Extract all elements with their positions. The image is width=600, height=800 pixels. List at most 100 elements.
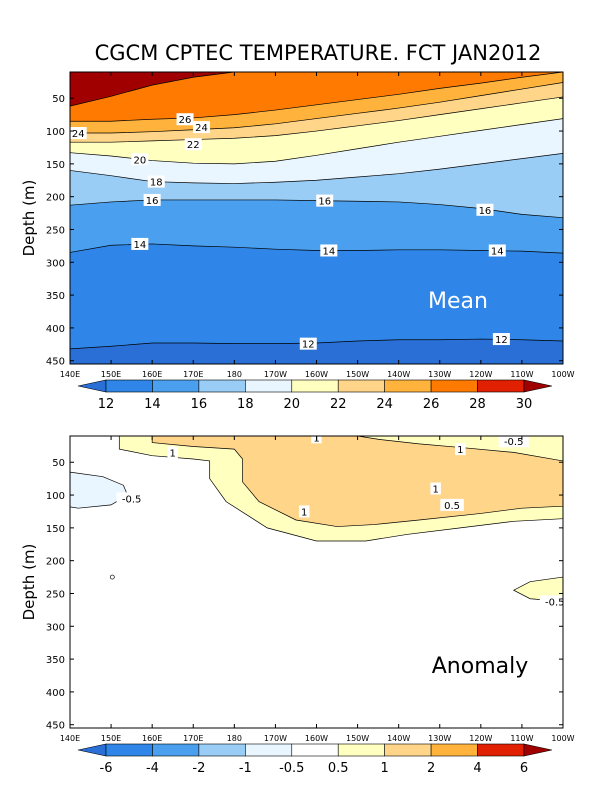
contour-label-bg: [131, 153, 149, 166]
anomaly-panel: 1 -0.5 1 1 -0.5 1 0.5 1 -0.5 140E 150E 160E 170E 180 1…: [20, 433, 575, 776]
colorbar-tick-label: 26: [423, 397, 440, 412]
contour-label: 26: [179, 115, 192, 126]
colorbar-box: [337, 743, 385, 757]
y-tick-label: 50: [52, 94, 65, 105]
x-tick-label: 170E: [183, 370, 203, 379]
colorbar-tick-label: 6: [520, 761, 528, 776]
x-tick-label: 110W: [510, 734, 533, 743]
contour-label: 1: [457, 445, 463, 456]
contour-label-bg: [316, 194, 334, 207]
contour-label-bg: [70, 127, 87, 140]
colorbar-tick-label: -2: [192, 761, 205, 776]
contour-line-24: [70, 82, 563, 134]
contour-label-bg: [492, 333, 510, 346]
y-tick-label: 150: [46, 524, 65, 535]
x-tick-label: 150W: [346, 734, 369, 743]
y-tick-label: 250: [46, 225, 65, 236]
contour-label: 1: [313, 433, 319, 444]
x-tick-label: 120W: [469, 370, 492, 379]
colorbar-box: [105, 743, 153, 757]
band-26: [70, 72, 563, 122]
contour-label: 24: [72, 129, 85, 140]
colorbar-tick-label: 30: [516, 397, 533, 412]
colorbar-tick-label: 4: [473, 761, 481, 776]
x-tick-label: 140W: [387, 370, 410, 379]
contour-label-bg: [455, 443, 466, 456]
contour-label-bg: [299, 337, 317, 350]
colorbar-box: [477, 743, 525, 757]
y-tick-label: 400: [46, 688, 65, 699]
contour-label-bg: [498, 436, 529, 448]
x-tick-label: 150E: [101, 370, 121, 379]
x-tick-label: 160E: [142, 734, 162, 743]
colorbar-tick-label: 1: [381, 761, 389, 776]
panel-label: Mean: [428, 289, 488, 314]
x-tick-label: 180: [227, 734, 242, 743]
colorbar: 12 14 16 18 20 22 24 26 28 30: [77, 379, 553, 412]
contour-label-bg: [143, 193, 161, 206]
contour-label: -0.5: [504, 437, 524, 448]
y-tick-label: 300: [46, 258, 65, 269]
contour-line-14: [70, 243, 563, 254]
contour-label: 16: [479, 206, 492, 217]
contour-label-bg: [131, 237, 149, 250]
contour-label-bg: [440, 498, 464, 511]
colorbar-box: [198, 379, 246, 393]
band-28: [70, 72, 563, 107]
contour-label-bg: [539, 595, 563, 608]
y-tick-label: 400: [46, 324, 65, 335]
contour-label: 16: [318, 197, 331, 208]
plot-area: 1 -0.5 1 1 -0.5 1 0.5 1 -0.5: [70, 433, 565, 728]
x-tick-label: 120W: [469, 734, 492, 743]
colorbar-high-triangle: [523, 743, 553, 757]
panel-label: Anomaly: [432, 654, 529, 679]
y-tick-label: 350: [46, 291, 65, 302]
x-tick-label: 110W: [510, 370, 533, 379]
contour-label-bg: [176, 113, 194, 126]
y-tick-label: 350: [46, 655, 65, 666]
contour-label: 18: [150, 178, 163, 189]
x-tick-label: 140E: [60, 734, 80, 743]
colorbar-tick-label: 24: [376, 397, 393, 412]
contour-label: 14: [133, 240, 146, 251]
colorbar-tick-label: 16: [191, 397, 208, 412]
contour-line-26: [70, 72, 563, 122]
colorbar-low-triangle: [77, 379, 107, 393]
colorbar-tick-label: 28: [469, 397, 486, 412]
colorbar-tick-label: 12: [98, 397, 115, 412]
colorbar-tick-label: 18: [237, 397, 254, 412]
x-tick-label: 140W: [387, 734, 410, 743]
y-tick-label: 200: [46, 193, 65, 204]
contour-label: 16: [146, 196, 159, 207]
contour-label-bg: [488, 244, 506, 257]
colorbar-tick-label: -4: [146, 761, 159, 776]
contour-label: 1: [301, 507, 307, 518]
colorbar-tick-label: -0.5: [279, 761, 304, 776]
colorbar-tick-label: -6: [100, 761, 113, 776]
contour-label: -0.5: [545, 597, 565, 608]
y-tick-label: 450: [46, 721, 65, 732]
colorbar-tick-label: 20: [284, 397, 301, 412]
colorbar-box: [337, 379, 385, 393]
colorbar-box: [245, 743, 293, 757]
contour-label-bg: [320, 244, 338, 257]
colorbar-box: [152, 743, 200, 757]
contour-label-bg: [430, 482, 441, 495]
colorbar-tick-label: 2: [427, 761, 435, 776]
contour-label: 1: [432, 484, 438, 495]
colorbar-box: [430, 379, 478, 393]
contour-label-bg: [476, 203, 494, 216]
x-tick-label: 130W: [428, 370, 451, 379]
colorbar-tick-label: 0.5: [328, 761, 349, 776]
chart-title: CGCM CPTEC TEMPERATURE. FCT JAN2012: [95, 41, 542, 65]
y-axis-label: Depth (m): [20, 544, 38, 621]
contour-label: 12: [302, 340, 315, 351]
contour-label: 22: [187, 140, 200, 151]
x-tick-label: 160W: [305, 370, 328, 379]
anomaly-dot: [109, 574, 115, 580]
colorbar-box: [198, 743, 246, 757]
anomaly-region-0.5-east: [512, 576, 563, 602]
